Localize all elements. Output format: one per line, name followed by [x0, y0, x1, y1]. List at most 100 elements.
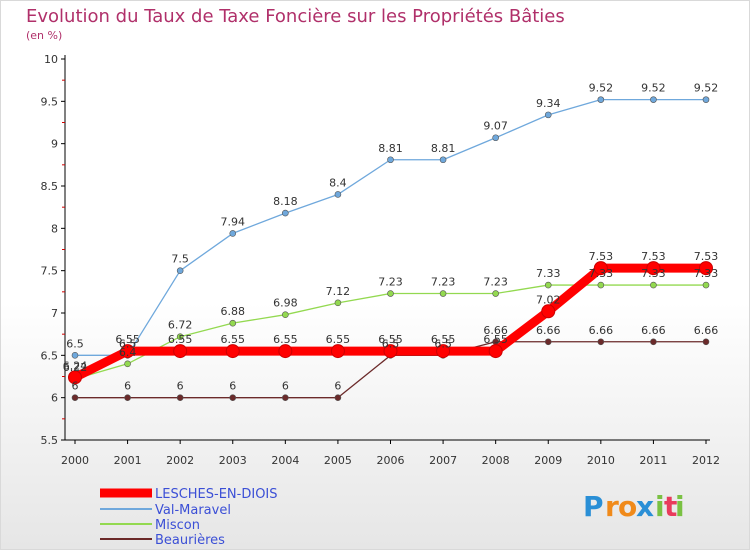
series-0-point [436, 344, 451, 359]
x-tick-label: 2004 [271, 454, 299, 467]
logo-letter: t [664, 490, 677, 523]
y-tick-label: 10 [44, 53, 58, 66]
data-label: 7.02 [536, 293, 561, 306]
data-label: 7.33 [694, 267, 719, 280]
y-tick-label: 8.5 [41, 180, 59, 193]
x-tick-label: 2008 [482, 454, 510, 467]
data-label: 6.5 [119, 337, 137, 350]
series-1-point [597, 96, 605, 103]
series-2-point [334, 299, 342, 307]
data-label: 6.5 [434, 337, 452, 350]
data-label: 9.52 [694, 82, 719, 95]
x-tick-label: 2002 [166, 454, 194, 467]
x-tick-label: 2003 [219, 454, 247, 467]
data-label: 6 [334, 380, 341, 393]
series-2-point [544, 281, 552, 289]
series-3-point [71, 394, 79, 401]
logo-letter: P [583, 490, 604, 523]
series-3-point [650, 338, 657, 346]
series-0-point [593, 261, 608, 276]
legend: LESCHES-EN-DIOISVal-MaravelMisconBeauriè… [100, 487, 278, 548]
data-label: 7.33 [536, 267, 561, 280]
data-label: 6.55 [378, 333, 403, 346]
data-label: 6.66 [536, 324, 561, 337]
data-label: 6.88 [221, 305, 246, 318]
series-0-point [120, 344, 135, 359]
series-0-point [278, 344, 293, 359]
x-tick-label: 2010 [587, 454, 615, 467]
plot-area: 5.5 6 6.5 7 7.5 8 8.5 9 9.5 10 2000 2001 2002 2003 200… [41, 53, 721, 467]
data-label: 7.94 [221, 215, 246, 228]
series-1-point [229, 230, 237, 237]
y-tick-label: 7.5 [41, 265, 59, 278]
data-label: 6.5 [382, 337, 400, 350]
y-tick-label: 7 [51, 307, 58, 320]
series-0-point [68, 370, 82, 385]
data-label: 6.98 [273, 297, 298, 310]
series-0-point [541, 304, 556, 319]
data-label: 6.66 [641, 324, 666, 337]
series-3-point [282, 394, 289, 401]
data-label: 6.5 [66, 337, 84, 350]
x-tick-label: 2007 [429, 454, 457, 467]
data-label: 7.23 [483, 276, 508, 289]
data-label: 7.53 [589, 250, 614, 263]
series-2-point [650, 281, 657, 289]
x-tick-label: 2009 [534, 454, 562, 467]
series-1-point [282, 209, 289, 217]
series-0-point [488, 344, 503, 359]
series-1-point [650, 96, 657, 103]
series-1-point [387, 156, 394, 164]
data-label: 6.55 [483, 333, 508, 346]
data-label: 6.55 [326, 333, 351, 346]
series-3-point [124, 394, 131, 401]
data-label: 7.23 [378, 276, 403, 289]
data-label: 6.55 [115, 333, 140, 346]
chart-title: Evolution du Taux de Taxe Foncière sur l… [26, 6, 565, 27]
data-label: 7.53 [694, 250, 719, 263]
data-label: 6.55 [221, 333, 246, 346]
series-2-point [492, 290, 499, 297]
series-3-point [229, 394, 237, 401]
y-tick-label: 6 [51, 392, 58, 405]
y-tick-label: 6.5 [41, 349, 59, 362]
logo-letter: x [636, 490, 654, 523]
data-label: 7.23 [431, 276, 456, 289]
data-label: 7.12 [326, 285, 351, 298]
legend-label: Miscon [155, 518, 200, 533]
x-tick-label: 2012 [692, 454, 720, 467]
y-tick-label: 9.5 [41, 95, 59, 108]
series-2-point [597, 281, 605, 289]
series-0-point [699, 261, 713, 276]
series-3-point [176, 394, 184, 401]
data-label: 7.33 [641, 267, 666, 280]
data-label: 6 [124, 380, 131, 393]
series-0-point [173, 344, 188, 359]
x-tick-label: 2011 [639, 454, 667, 467]
data-labels: 6.24 6.55 6.55 6.55 6.55 6.55 6.55 6.55 6.55 7.02… [63, 82, 719, 393]
data-label: 6.66 [483, 324, 508, 337]
series-3-point [544, 338, 552, 346]
x-tick-label: 2001 [114, 454, 142, 467]
series-line-1 [74, 98, 707, 356]
series-2-point [702, 281, 710, 289]
data-label: 8.81 [378, 142, 403, 155]
data-label: 6.22 [63, 361, 88, 374]
series-1-point [71, 352, 79, 359]
data-label: 9.34 [536, 97, 561, 110]
data-label: 9.52 [589, 82, 614, 95]
y-tick-label: 8 [51, 222, 58, 235]
data-label: 6.66 [694, 324, 719, 337]
data-label: 6.66 [589, 324, 614, 337]
logo-letter: o [618, 490, 637, 523]
x-tick-label: 2000 [61, 454, 89, 467]
data-label: 7.5 [171, 253, 189, 266]
series-1-point [439, 156, 447, 164]
series-0-point [646, 261, 661, 276]
series-0-point [330, 344, 345, 359]
legend-label: Beaurières [155, 533, 225, 548]
data-label: 9.52 [641, 82, 666, 95]
series-1-point [334, 191, 342, 198]
